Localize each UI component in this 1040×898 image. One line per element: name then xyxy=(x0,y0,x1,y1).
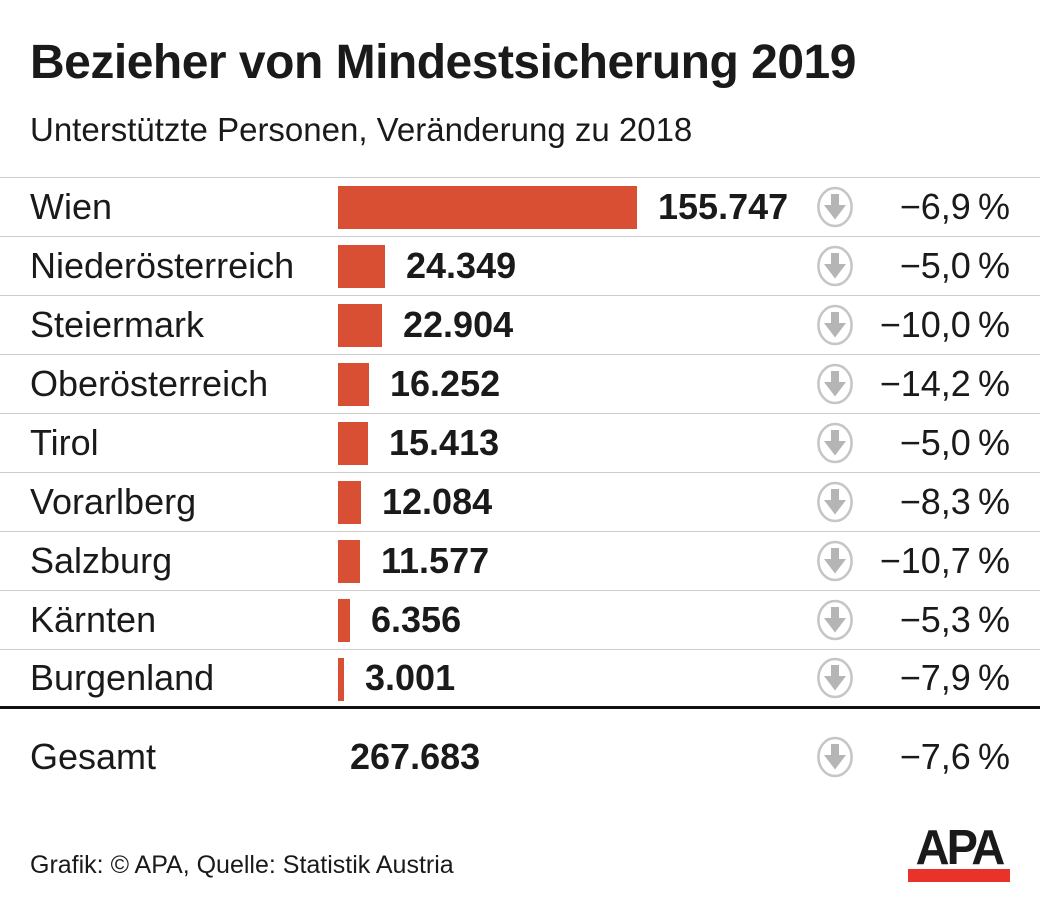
change-percent: −10,7 % xyxy=(879,540,1010,581)
bar-chart-rows: Wien 155.747 −6,9 % Niederösterreich 24.… xyxy=(0,177,1040,709)
change-percent: −5,3 % xyxy=(899,599,1010,640)
arrow-down-icon xyxy=(816,186,854,228)
header: Bezieher von Mindestsicherung 2019 Unter… xyxy=(0,0,1040,149)
apa-logo-red-bar xyxy=(908,869,1010,882)
arrow-down-icon xyxy=(816,363,854,405)
total-label: Gesamt xyxy=(30,736,157,777)
value-label: 11.577 xyxy=(381,540,490,581)
bar xyxy=(338,304,382,347)
bar xyxy=(338,186,637,229)
total-change-percent: −7,6 % xyxy=(899,736,1010,777)
change-percent: −10,0 % xyxy=(879,304,1010,345)
table-row: Niederösterreich 24.349 −5,0 % xyxy=(0,237,1040,296)
page-subtitle: Unterstützte Personen, Veränderung zu 20… xyxy=(30,110,693,148)
change-percent: −5,0 % xyxy=(899,422,1010,463)
region-label: Tirol xyxy=(30,422,99,463)
arrow-down-icon xyxy=(816,540,854,582)
table-row: Wien 155.747 −6,9 % xyxy=(0,178,1040,237)
total-row: Gesamt 267.683 −7,6 % xyxy=(0,711,1040,803)
change-percent: −6,9 % xyxy=(899,186,1010,227)
change-percent: −7,9 % xyxy=(899,657,1010,698)
region-label: Oberösterreich xyxy=(30,363,269,404)
region-label: Steiermark xyxy=(30,304,205,345)
arrow-down-icon xyxy=(816,599,854,641)
region-label: Burgenland xyxy=(30,657,215,698)
change-percent: −8,3 % xyxy=(899,481,1010,522)
table-row: Kärnten 6.356 −5,3 % xyxy=(0,591,1040,650)
value-label: 12.084 xyxy=(382,481,493,522)
region-label: Wien xyxy=(30,186,113,227)
region-label: Vorarlberg xyxy=(30,481,197,522)
arrow-down-icon xyxy=(816,422,854,464)
bar xyxy=(338,599,350,642)
arrow-down-icon xyxy=(816,657,854,699)
value-label: 3.001 xyxy=(365,657,456,698)
region-label: Salzburg xyxy=(30,540,173,581)
arrow-down-icon xyxy=(816,245,854,287)
value-label: 15.413 xyxy=(389,422,500,463)
value-label: 24.349 xyxy=(406,245,517,286)
apa-logo-text: APA xyxy=(915,819,1006,875)
page-title: Bezieher von Mindestsicherung 2019 xyxy=(30,36,856,89)
table-row: Burgenland 3.001 −7,9 % xyxy=(0,650,1040,709)
bar xyxy=(338,422,368,465)
region-label: Niederösterreich xyxy=(30,245,295,286)
arrow-down-icon xyxy=(816,736,854,778)
bar xyxy=(338,481,361,524)
change-percent: −14,2 % xyxy=(879,363,1010,404)
value-label: 16.252 xyxy=(390,363,501,404)
table-row: Salzburg 11.577 −10,7 % xyxy=(0,532,1040,591)
table-row: Oberösterreich 16.252 −14,2 % xyxy=(0,355,1040,414)
bar xyxy=(338,540,360,583)
change-percent: −5,0 % xyxy=(899,245,1010,286)
arrow-down-icon xyxy=(816,481,854,523)
table-row: Steiermark 22.904 −10,0 % xyxy=(0,296,1040,355)
credit-text: Grafik: © APA, Quelle: Statistik Austria xyxy=(30,851,454,879)
apa-logo: APA xyxy=(908,819,1010,882)
total-value: 267.683 xyxy=(350,736,481,777)
value-label: 6.356 xyxy=(371,599,462,640)
bar xyxy=(338,245,385,288)
arrow-down-icon xyxy=(816,304,854,346)
bar xyxy=(338,363,369,406)
region-label: Kärnten xyxy=(30,599,157,640)
table-row: Vorarlberg 12.084 −8,3 % xyxy=(0,473,1040,532)
value-label: 155.747 xyxy=(658,186,789,227)
bar xyxy=(338,658,344,701)
table-row: Tirol 15.413 −5,0 % xyxy=(0,414,1040,473)
value-label: 22.904 xyxy=(403,304,514,345)
